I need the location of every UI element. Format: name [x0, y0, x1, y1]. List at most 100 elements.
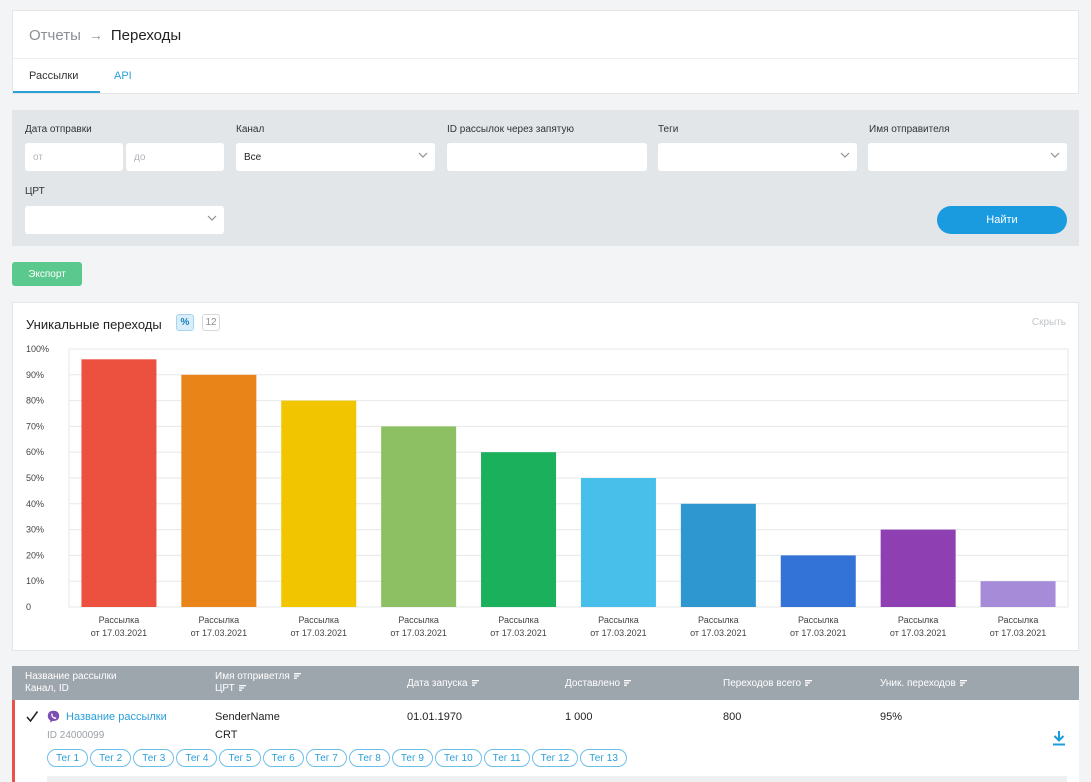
- column-header-clicks-total-label: Переходов всего: [723, 678, 802, 689]
- filter-panel: Дата отправки от до Канал Все ID рассыло…: [12, 110, 1079, 246]
- mailing-name-link[interactable]: Название рассылки: [66, 711, 167, 723]
- tags-select[interactable]: [658, 143, 857, 171]
- date-to-placeholder: до: [134, 151, 146, 163]
- row-checkbox[interactable]: [25, 710, 39, 724]
- cpt-select[interactable]: [25, 206, 224, 234]
- x-tick-label: Рассылка: [998, 615, 1039, 625]
- x-tick-label: от 17.03.2021: [291, 628, 347, 638]
- y-tick-label: 10%: [26, 576, 44, 586]
- date-to-input[interactable]: до: [126, 143, 224, 171]
- y-tick-label: 40%: [26, 499, 44, 509]
- channel-select-value: Все: [244, 151, 262, 163]
- sort-icon: [293, 673, 301, 680]
- unique-clicks: 95%: [880, 711, 903, 723]
- x-tick-label: Рассылка: [698, 615, 739, 625]
- bar-chart: 0 10% 20% 30% 40% 50% 60% 70% 80% 90% 100% Рассылка…: [26, 344, 1069, 638]
- chevron-down-icon: [840, 152, 850, 161]
- tag-chip[interactable]: Тег 12: [531, 749, 579, 767]
- y-tick-label: 20%: [26, 550, 44, 560]
- column-header-clicks-total[interactable]: Переходов всего: [723, 678, 813, 690]
- breadcrumb: Отчеты → Переходы: [29, 25, 181, 45]
- tag-chip[interactable]: Тег 7: [305, 749, 347, 767]
- channel-select[interactable]: Все: [236, 143, 435, 171]
- mailing-id: ID 24000099: [47, 730, 105, 741]
- cpt-label: ЦРТ: [25, 186, 45, 197]
- x-tick-label: Рассылка: [199, 615, 240, 625]
- export-button[interactable]: Экспорт: [12, 262, 82, 286]
- x-tick-label: от 17.03.2021: [390, 628, 446, 638]
- column-header-sender-label: Имя отприветля: [215, 671, 290, 682]
- unique-clicks-chart-card: 0 10% 20% 30% 40% 50% 60% 70% 80% 90% 100% Рассылка…: [12, 302, 1079, 651]
- column-header-sender[interactable]: Имя отприветля ЦРТ: [215, 671, 301, 695]
- bar: [281, 400, 357, 607]
- chevron-down-icon: [1050, 152, 1060, 161]
- count-toggle[interactable]: 12: [202, 314, 220, 331]
- table-row: Название рассылки ID 24000099 SenderName…: [12, 700, 1079, 782]
- row-details-strip: [47, 776, 1067, 782]
- x-tick-label: Рассылка: [298, 615, 339, 625]
- bar: [580, 478, 656, 607]
- x-tick-label: от 17.03.2021: [590, 628, 646, 638]
- send-date-label: Дата отправки: [25, 124, 92, 135]
- bar: [980, 581, 1056, 607]
- sender-name-select[interactable]: [868, 143, 1067, 171]
- bar: [81, 359, 157, 607]
- sort-icon: [471, 680, 479, 687]
- sort-icon: [959, 680, 967, 687]
- tag-chip[interactable]: Тег 13: [580, 749, 627, 767]
- bar: [381, 426, 457, 607]
- sender-name-label: Имя отправителя: [869, 124, 950, 135]
- column-header-unique-clicks-label: Уник. переходов: [880, 678, 956, 689]
- chevron-down-icon: [418, 152, 428, 161]
- tag-chip[interactable]: Тег 6: [262, 749, 304, 767]
- column-header-name[interactable]: Название рассылки Канал, ID: [25, 671, 117, 695]
- column-header-unique-clicks[interactable]: Уник. переходов: [880, 678, 967, 690]
- mailing-ids-label: ID рассылок через запятую: [447, 124, 574, 135]
- hide-chart-link[interactable]: Скрыть: [1031, 317, 1066, 328]
- tab-api[interactable]: API: [114, 70, 132, 82]
- y-tick-label: 60%: [26, 447, 44, 457]
- x-tick-label: от 17.03.2021: [690, 628, 746, 638]
- column-header-delivered-label: Доставлено: [565, 678, 621, 689]
- x-tick-label: Рассылка: [398, 615, 439, 625]
- active-tab-indicator: [13, 91, 100, 93]
- tag-chip[interactable]: Тег 11: [483, 749, 530, 767]
- x-tick-label: Рассылка: [598, 615, 639, 625]
- tag-chip[interactable]: Тег 9: [391, 749, 433, 767]
- date-from-input[interactable]: от: [25, 143, 123, 171]
- percent-toggle[interactable]: %: [176, 314, 194, 331]
- y-tick-label: 90%: [26, 370, 44, 380]
- tag-chip[interactable]: Тег 2: [90, 749, 132, 767]
- column-header-name-sub: Канал, ID: [25, 683, 69, 694]
- tag-chip[interactable]: Тег 3: [133, 749, 175, 767]
- y-tick-label: 80%: [26, 396, 44, 406]
- breadcrumb-reports-link[interactable]: Отчеты: [29, 26, 81, 44]
- tag-chip[interactable]: Тег 4: [176, 749, 218, 767]
- tag-list: Тег 1 Тег 2 Тег 3 Тег 4 Тег 5 Тег 6 Тег …: [47, 749, 627, 767]
- sort-icon: [805, 680, 813, 687]
- download-icon[interactable]: [1052, 730, 1066, 746]
- tags-label: Теги: [658, 124, 679, 135]
- tab-mailings[interactable]: Рассылки: [29, 70, 79, 82]
- tag-chip[interactable]: Тег 5: [219, 749, 261, 767]
- column-header-date[interactable]: Дата запуска: [407, 678, 479, 690]
- search-button[interactable]: Найти: [937, 206, 1067, 234]
- date-from-placeholder: от: [33, 151, 43, 163]
- bar: [780, 555, 856, 607]
- y-tick-label: 70%: [26, 421, 44, 431]
- sender-name: SenderName: [215, 711, 280, 723]
- column-header-cpt-label: ЦРТ: [215, 683, 235, 694]
- x-tick-label: от 17.03.2021: [191, 628, 247, 638]
- tag-chip[interactable]: Тег 1: [47, 749, 89, 767]
- x-tick-label: Рассылка: [498, 615, 539, 625]
- tag-chip[interactable]: Тег 10: [434, 749, 482, 767]
- cpt-value: CRT: [215, 729, 238, 741]
- x-tick-label: от 17.03.2021: [91, 628, 147, 638]
- tag-chip[interactable]: Тег 8: [348, 749, 390, 767]
- page-header: Отчеты → Переходы Рассылки API: [12, 10, 1079, 94]
- mailing-ids-input[interactable]: [447, 143, 647, 171]
- bar: [880, 529, 956, 607]
- column-header-delivered[interactable]: Доставлено: [565, 678, 632, 690]
- y-tick-label: 50%: [26, 473, 44, 483]
- x-tick-label: от 17.03.2021: [790, 628, 846, 638]
